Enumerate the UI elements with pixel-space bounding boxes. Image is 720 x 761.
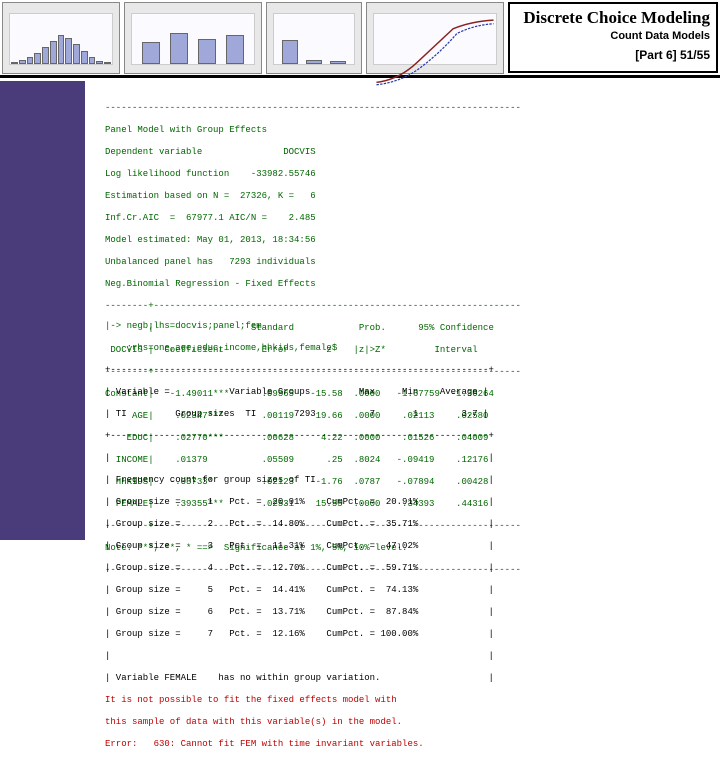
- out-line: | Variable FEMALE has no within group va…: [105, 673, 675, 684]
- out-line: +---------------------------------------…: [105, 365, 675, 376]
- chart-thumb-3: [266, 2, 362, 74]
- bar: [282, 40, 298, 64]
- bar: [198, 39, 216, 64]
- bar: [11, 62, 18, 64]
- chart-thumb-1: [2, 2, 120, 74]
- out-line: | Group size = 7 Pct. = 12.16% CumPct. =…: [105, 629, 675, 640]
- header-strip: Discrete Choice Modeling Count Data Mode…: [0, 0, 720, 78]
- bar: [89, 57, 96, 64]
- out-line: Unbalanced panel has 7293 individuals: [105, 257, 675, 268]
- bar: [50, 41, 57, 64]
- bar: [96, 61, 103, 64]
- out-line: ----------------------------------------…: [105, 103, 675, 114]
- bar: [73, 44, 80, 64]
- bar: [306, 60, 322, 64]
- out-line: Estimation based on N = 27326, K = 6: [105, 191, 675, 202]
- chart-thumb-2: [124, 2, 262, 74]
- bar: [170, 33, 188, 64]
- bar: [27, 57, 34, 64]
- page-subtitle: Count Data Models: [610, 30, 710, 42]
- out-line: Panel Model with Group Effects: [105, 125, 675, 136]
- curve-icon: [374, 14, 496, 87]
- out-line: | Group size = 5 Pct. = 14.41% CumPct. =…: [105, 585, 675, 596]
- out-line: Neg.Binomial Regression - Fixed Effects: [105, 279, 675, 290]
- title-box: Discrete Choice Modeling Count Data Mode…: [508, 2, 718, 73]
- bar: [81, 51, 88, 64]
- bar: [65, 38, 72, 64]
- bar: [19, 60, 26, 64]
- sidebar-purple: [0, 81, 85, 540]
- out-line: | |: [105, 453, 675, 464]
- bar: [104, 62, 111, 64]
- out-line: ;rhs=one,age,educ,income,hhkids,female$: [105, 343, 675, 354]
- out-line: | Group size = 2 Pct. = 14.80% CumPct. =…: [105, 519, 675, 530]
- out-line: Inf.Cr.AIC = 67977.1 AIC/N = 2.485: [105, 213, 675, 224]
- out-line: | |: [105, 651, 675, 662]
- out-line: Log likelihood function -33982.55746: [105, 169, 675, 180]
- page-title: Discrete Choice Modeling: [523, 8, 710, 28]
- out-line: | Group size = 4 Pct. = 12.70% CumPct. =…: [105, 563, 675, 574]
- bar: [142, 42, 160, 64]
- page-part: [Part 6] 51/55: [635, 48, 710, 62]
- error-line: It is not possible to fit the fixed effe…: [105, 695, 675, 706]
- command-output: |-> negb;lhs=docvis;panel;fem ;rhs=one,a…: [105, 310, 675, 761]
- out-line: | Frequency count for group sizes of TI …: [105, 475, 675, 486]
- out-line: | Group size = 1 Pct. = 20.91% CumPct. =…: [105, 497, 675, 508]
- out-line: | TI Group sizes TI 7293 7 1 3.7 |: [105, 409, 675, 420]
- bar: [226, 35, 244, 64]
- out-line: | Group size = 3 Pct. = 11.31% CumPct. =…: [105, 541, 675, 552]
- error-line: Error: 630: Cannot fit FEM with time inv…: [105, 739, 675, 750]
- chart-thumb-4: [366, 2, 504, 74]
- bar: [330, 61, 346, 64]
- out-line: Model estimated: May 01, 2013, 18:34:56: [105, 235, 675, 246]
- out-line: | Variable = Variable Groups Max Min Ave…: [105, 387, 675, 398]
- bar: [58, 35, 65, 64]
- error-line: this sample of data with this variable(s…: [105, 717, 675, 728]
- bar: [42, 47, 49, 64]
- out-line: Dependent variable DOCVIS: [105, 147, 675, 158]
- out-line: |-> negb;lhs=docvis;panel;fem: [105, 321, 675, 332]
- bar: [34, 53, 41, 64]
- out-line: +---------------------------------------…: [105, 431, 675, 442]
- out-line: | Group size = 6 Pct. = 13.71% CumPct. =…: [105, 607, 675, 618]
